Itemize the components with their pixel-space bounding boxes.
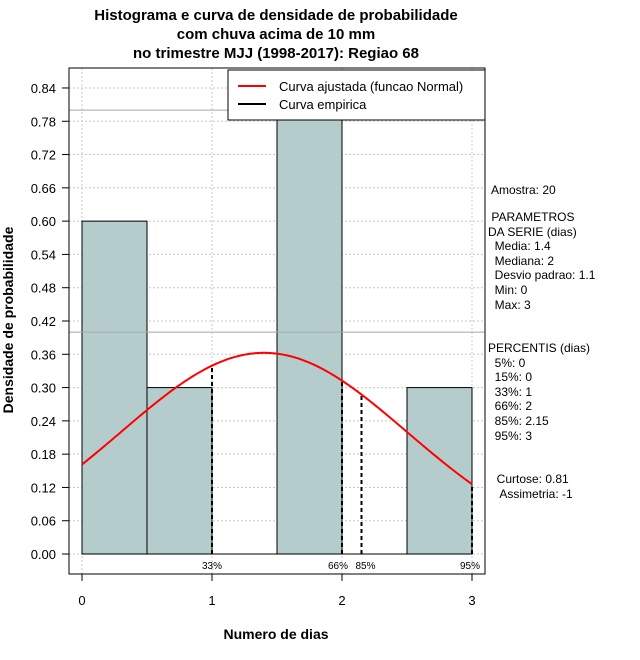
chart-title: Histograma e curva de densidade de proba… xyxy=(94,7,457,62)
y-tick-label: 0.24 xyxy=(31,414,56,429)
sample-size: Amostra: 20 xyxy=(491,183,556,197)
normal-fit-curve xyxy=(81,351,473,485)
y-tick-label: 0.00 xyxy=(31,547,56,562)
y-tick-label: 0.84 xyxy=(31,81,56,96)
y-tick-label: 0.78 xyxy=(31,114,56,129)
percentile-lines: 33% 66% 85% 95% xyxy=(202,365,480,572)
percentile-label: 66% xyxy=(328,561,348,572)
title-line: com chuva acima de 10 mm xyxy=(177,26,375,43)
y-tick-label: 0.36 xyxy=(31,347,56,362)
percentile-label: 33% xyxy=(202,561,222,572)
x-tick-label: 3 xyxy=(468,593,475,608)
x-axis-label: Numero de dias xyxy=(223,626,328,642)
x-tick-label: 0 xyxy=(78,593,85,608)
y-tick-label: 0.42 xyxy=(31,314,56,329)
percentiles: PERCENTIS (dias) 5%: 0 15%: 0 33%: 1 66%… xyxy=(488,341,591,443)
y-axis: 0.00 0.06 0.12 0.18 0.24 0.30 0.36 0.42 0.48 0.54… xyxy=(31,81,69,562)
y-tick-label: 0.06 xyxy=(31,514,56,529)
histogram-bar xyxy=(406,387,473,555)
series-parameters: PARAMETROS DA SERIE (dias) Media: 1.4 Me… xyxy=(488,210,596,312)
y-tick-label: 0.54 xyxy=(31,247,56,262)
y-tick-label: 0.72 xyxy=(31,148,56,163)
normal-curve xyxy=(81,351,473,485)
percentile-label: 85% xyxy=(355,561,375,572)
y-tick-label: 0.66 xyxy=(31,181,56,196)
y-tick-label: 0.60 xyxy=(31,214,56,229)
legend-label: Curva empirica xyxy=(279,97,367,112)
x-tick-label: 2 xyxy=(338,593,345,608)
y-tick-label: 0.18 xyxy=(31,447,56,462)
x-tick-label: 1 xyxy=(208,593,215,608)
legend: Curva ajustada (funcao Normal) Curva empi… xyxy=(227,69,486,121)
moments: Curtose: 0.81 Assimetria: -1 xyxy=(496,472,573,501)
percentile-label: 95% xyxy=(460,561,480,572)
y-tick-label: 0.30 xyxy=(31,381,56,396)
y-axis-label: Densidade de probabilidade xyxy=(0,226,16,413)
legend-box xyxy=(227,69,486,121)
histogram-bar xyxy=(146,387,213,555)
y-tick-label: 0.12 xyxy=(31,480,56,495)
title-line: Histograma e curva de densidade de proba… xyxy=(94,7,457,24)
y-tick-label: 0.48 xyxy=(31,281,56,296)
title-line: no trimestre MJJ (1998-2017): Regiao 68 xyxy=(133,45,419,62)
histogram-bar xyxy=(81,220,148,555)
x-axis: 0 1 2 3 xyxy=(78,573,476,608)
legend-label: Curva ajustada (funcao Normal) xyxy=(279,79,463,94)
